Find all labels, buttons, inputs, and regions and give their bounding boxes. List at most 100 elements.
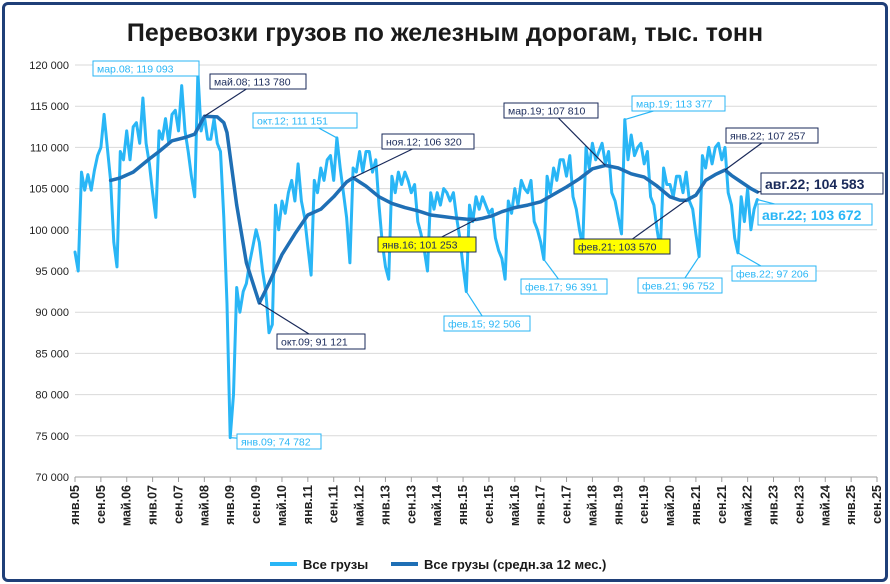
annotation-a5: мар.19; 107 810 xyxy=(503,102,606,166)
x-tick-label: сен.21 xyxy=(715,485,729,524)
x-tick-label: янв.25 xyxy=(844,485,858,525)
annotation-a17: янв.09; 74 782 xyxy=(230,433,322,450)
y-tick-label: 95 000 xyxy=(35,266,69,278)
annotation-leader xyxy=(550,110,606,166)
annotation-a16: окт.09; 91 121 xyxy=(259,302,366,350)
annotation-box xyxy=(637,277,723,294)
annotation-a6: мар.19; 113 377 xyxy=(624,95,726,121)
y-tick-label: 120 000 xyxy=(29,60,69,72)
x-tick-label: сен.05 xyxy=(94,485,108,524)
y-tick-label: 115 000 xyxy=(30,101,69,113)
series-layer xyxy=(73,71,760,440)
chart-title: Перевозки грузов по железным дорогам, ты… xyxy=(127,19,763,47)
y-axis: 70 000 75 000 80 000 85 000 90 000 95 000 100 … xyxy=(29,60,69,484)
annotation-label: фев.21; 96 752 xyxy=(642,281,715,293)
x-tick-label: май.08 xyxy=(197,485,211,526)
x-tick-label: янв.19 xyxy=(611,485,625,525)
annotation-a4: ноя.12; 106 320 xyxy=(352,133,475,179)
x-axis: янв.05 сен.05 май.06 янв.07 сен.07 май.08 янв.… xyxy=(68,476,884,526)
annotation-label: мар.08; 119 093 xyxy=(97,64,174,76)
annotation-a9: авг.22; 103 672 xyxy=(757,198,873,226)
x-tick-label: сен.17 xyxy=(560,485,574,524)
annotation-label: окт.12; 111 151 xyxy=(257,116,328,128)
x-tick-label: янв.23 xyxy=(767,485,781,525)
annotation-box xyxy=(573,238,671,255)
annotation-box xyxy=(377,236,477,253)
annotation-label: янв.09; 74 782 xyxy=(241,437,311,449)
y-tick-label: 70 000 xyxy=(35,472,69,484)
annotation-box xyxy=(731,265,817,282)
x-tick-label: сен.23 xyxy=(792,485,806,524)
x-tick-label: сен.11 xyxy=(327,485,341,523)
x-tick-label: май.24 xyxy=(818,485,832,526)
x-tick-label: сен.07 xyxy=(171,485,185,524)
annotation-label: авг.22; 103 672 xyxy=(762,207,862,223)
annotation-a12: фев.17; 96 391 xyxy=(520,259,608,295)
annotation-a1: мар.08; 119 093 xyxy=(92,60,200,77)
annotation-label: ноя.12; 106 320 xyxy=(386,137,462,149)
annotation-box xyxy=(276,333,366,350)
annotation-label: мар.19; 113 377 xyxy=(636,99,713,111)
annotation-box xyxy=(725,127,819,144)
annotation-label: май.08; 113 780 xyxy=(214,77,291,89)
series-line-avg xyxy=(108,114,760,305)
series-line-monthly xyxy=(73,71,759,440)
x-tick-label: янв.13 xyxy=(378,485,392,525)
x-tick-label: янв.05 xyxy=(68,485,82,525)
x-tick-label: май.22 xyxy=(741,485,755,526)
x-tick-label: май.16 xyxy=(508,485,522,526)
legend-label-monthly: Все грузы xyxy=(303,557,368,572)
annotation-box xyxy=(503,102,599,119)
x-tick-label: янв.21 xyxy=(689,485,703,525)
annotation-a3: окт.12; 111 151 xyxy=(252,112,358,139)
x-tick-label: сен.09 xyxy=(249,485,263,524)
annotation-box xyxy=(443,315,531,332)
annotation-label: окт.09; 91 121 xyxy=(281,337,348,349)
annotation-box xyxy=(381,133,475,150)
y-tick-label: 80 000 xyxy=(35,390,69,402)
annotation-box xyxy=(631,95,726,112)
y-tick-label: 75 000 xyxy=(35,431,69,443)
x-tick-label: сен.25 xyxy=(870,485,884,524)
annotations-layer: мар.08; 119 093 май.08; 113 780 окт.12; 11… xyxy=(92,60,884,450)
legend-label-avg: Все грузы (средн.за 12 мес.) xyxy=(424,557,606,572)
annotation-label: фев.17; 96 391 xyxy=(525,282,598,294)
annotation-box xyxy=(209,73,307,90)
annotation-a7: янв.22; 107 257 xyxy=(724,127,819,171)
y-tick-label: 105 000 xyxy=(29,184,69,196)
x-tick-label: сен.15 xyxy=(482,485,496,524)
annotation-label: авг.22; 104 583 xyxy=(765,176,865,192)
annotation-a11: фев.21; 103 570 xyxy=(573,199,687,255)
annotation-a2: май.08; 113 780 xyxy=(204,73,307,117)
annotation-box xyxy=(92,60,200,77)
x-tick-label: май.10 xyxy=(275,485,289,526)
annotation-box xyxy=(520,278,608,295)
annotation-a13: фев.21; 96 752 xyxy=(637,256,723,294)
x-tick-label: май.20 xyxy=(663,485,677,526)
x-tick-label: сен.19 xyxy=(637,485,651,524)
annotation-label: янв.22; 107 257 xyxy=(730,131,806,143)
annotation-label: янв.16; 101 253 xyxy=(382,240,458,252)
y-tick-label: 90 000 xyxy=(35,307,69,319)
annotation-box xyxy=(757,203,873,226)
annotation-label: мар.19; 107 810 xyxy=(508,106,585,118)
y-tick-label: 85 000 xyxy=(35,348,69,360)
x-tick-label: янв.07 xyxy=(146,485,160,525)
x-tick-label: янв.17 xyxy=(534,485,548,525)
annotation-a15: фев.15; 92 506 xyxy=(443,291,531,332)
y-tick-label: 110 000 xyxy=(30,142,69,154)
x-tick-label: янв.09 xyxy=(223,485,237,525)
annotation-label: фев.15; 92 506 xyxy=(448,319,521,331)
y-tick-label: 100 000 xyxy=(29,225,69,237)
chart-grid xyxy=(75,64,877,478)
annotation-label: фев.21; 103 570 xyxy=(578,242,657,254)
annotation-a10: янв.16; 101 253 xyxy=(377,218,477,253)
annotation-box xyxy=(760,172,884,195)
chart-svg: Перевозки грузов по железным дорогам, ты… xyxy=(29,19,884,572)
annotation-box xyxy=(252,112,358,129)
x-tick-label: сен.13 xyxy=(404,485,418,524)
annotation-a8: авг.22; 104 583 xyxy=(757,172,884,195)
x-tick-label: май.14 xyxy=(430,485,444,526)
annotation-a14: фев.22; 97 206 xyxy=(731,252,817,282)
